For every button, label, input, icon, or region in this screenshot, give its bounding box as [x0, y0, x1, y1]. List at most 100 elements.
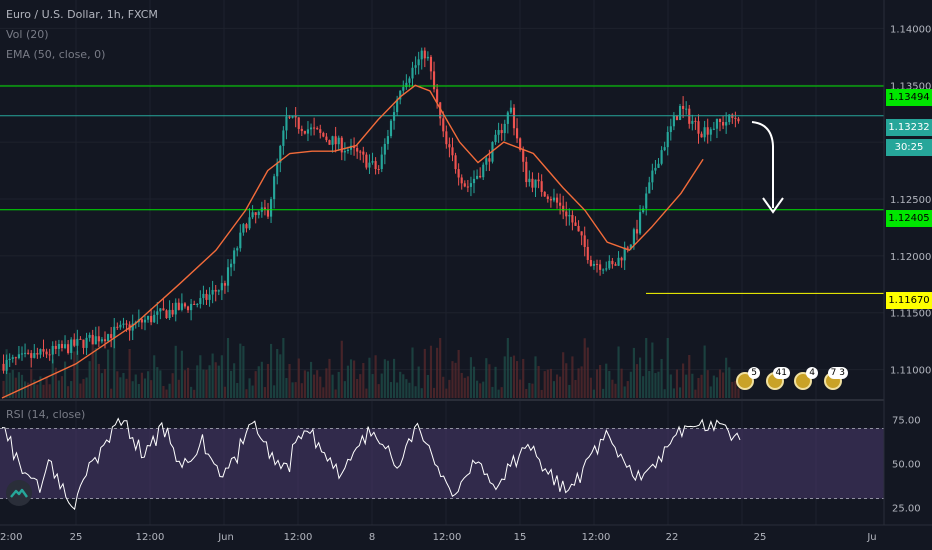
- volume-bar: [116, 371, 119, 398]
- volume-bar: [734, 380, 737, 398]
- volume-bar: [645, 338, 648, 398]
- candle-body: [322, 132, 325, 137]
- volume-bar: [42, 384, 45, 398]
- volume-bar: [429, 345, 433, 398]
- candle-body: [63, 344, 67, 349]
- volume-bar: [365, 388, 368, 398]
- volume-bar: [334, 389, 337, 398]
- volume-bar: [343, 381, 346, 398]
- volume-bar: [389, 382, 393, 398]
- volume-bar: [479, 383, 482, 398]
- candle-body: [432, 71, 436, 90]
- candle-body: [309, 127, 313, 130]
- volume-bar: [294, 382, 297, 398]
- price-tick-label: 1.11500: [890, 309, 931, 320]
- candle-body: [469, 183, 473, 187]
- volume-bar: [472, 366, 476, 398]
- candle-body: [439, 102, 442, 119]
- volume-bar: [432, 387, 436, 398]
- volume-bar: [602, 388, 605, 398]
- candle-body: [457, 169, 460, 178]
- candle-body: [217, 290, 220, 292]
- volume-bar: [211, 353, 214, 398]
- volume-bar: [143, 378, 147, 398]
- candle-body: [303, 131, 306, 134]
- volume-bar: [546, 369, 549, 398]
- volume-bar: [626, 381, 629, 398]
- symbol-legend[interactable]: Euro / U.S. Dollar, 1h, FXCM: [6, 8, 158, 21]
- volume-bar: [88, 361, 91, 398]
- candle-body: [506, 112, 509, 124]
- volume-bar: [303, 370, 306, 398]
- rsi-band: [0, 428, 884, 499]
- volume-bar: [11, 369, 14, 398]
- rsi-tick-label: 75.00: [892, 416, 921, 427]
- price-tick-label: 1.11000: [890, 366, 931, 377]
- volume-bar: [174, 345, 177, 398]
- volume-bar: [549, 368, 552, 398]
- volume-legend[interactable]: Vol (20): [6, 28, 49, 41]
- volume-bar: [537, 366, 540, 398]
- volume-bar: [103, 369, 107, 398]
- volume-bar: [208, 365, 211, 398]
- rsi-legend[interactable]: RSI (14, close): [6, 408, 86, 421]
- volume-bar: [383, 359, 386, 398]
- candle-body: [220, 283, 223, 291]
- volume-bar: [423, 348, 426, 398]
- candle-body: [79, 338, 82, 340]
- volume-bar: [146, 371, 150, 398]
- volume-bar: [500, 387, 503, 398]
- volume-bar: [531, 383, 534, 398]
- volume-bar: [119, 377, 122, 398]
- candle-body: [190, 303, 193, 311]
- volume-bar: [171, 373, 174, 398]
- candle-body: [389, 120, 393, 137]
- candle-body: [291, 115, 294, 118]
- volume-bar: [51, 359, 54, 398]
- volume-bar: [100, 373, 104, 398]
- volume-bar: [703, 345, 706, 398]
- volume-bar: [322, 387, 325, 398]
- volume-bar: [694, 389, 697, 398]
- volume-bar: [709, 386, 712, 398]
- volume-bar: [414, 386, 417, 398]
- volume-bar: [313, 374, 316, 398]
- volume-bar: [571, 356, 574, 398]
- volume-bar: [337, 371, 340, 398]
- volume-bar: [291, 382, 294, 398]
- tradingview-logo[interactable]: [6, 480, 32, 506]
- candle-body: [343, 151, 346, 153]
- event-flag-2[interactable]: 41: [766, 367, 790, 390]
- candle-body: [174, 302, 177, 315]
- volume-bar: [583, 338, 586, 398]
- candle-body: [57, 343, 60, 349]
- event-flag-3[interactable]: 4: [794, 367, 818, 390]
- volume-bar: [285, 377, 288, 398]
- candle-body: [500, 130, 503, 134]
- volume-bar: [623, 386, 626, 398]
- candle-body: [737, 118, 740, 122]
- volume-bar: [91, 343, 94, 398]
- volume-bar: [577, 368, 580, 398]
- candle-body: [519, 138, 522, 150]
- volume-bar: [405, 379, 408, 398]
- price-tick-label: 1.12500: [890, 195, 931, 206]
- volume-bar: [168, 383, 171, 398]
- price-tag-current: 1.13232: [886, 119, 932, 136]
- volume-bar: [67, 386, 70, 398]
- ema-legend[interactable]: EMA (50, close, 0): [6, 48, 106, 61]
- candle-body: [463, 183, 466, 187]
- candle-body: [371, 161, 374, 163]
- event-flag-4[interactable]: 7 3: [824, 367, 848, 390]
- candle-body: [113, 326, 116, 339]
- candle-body: [73, 339, 76, 346]
- volume-bar: [642, 376, 645, 398]
- candle-body: [396, 99, 399, 113]
- candle-body: [488, 158, 491, 162]
- candle-body: [331, 136, 334, 145]
- event-flag-1[interactable]: 5: [736, 367, 760, 390]
- rsi-tick-label: 25.00: [892, 503, 921, 514]
- volume-bar: [23, 381, 27, 398]
- volume-bar: [595, 369, 599, 398]
